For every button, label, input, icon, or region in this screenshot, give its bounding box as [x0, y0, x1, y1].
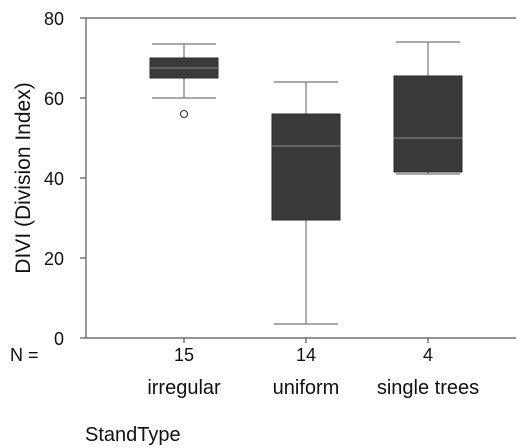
y-tick-label: 60 — [44, 89, 64, 109]
n-label: N = — [10, 345, 39, 365]
y-tick-label: 20 — [44, 249, 64, 269]
box-group-irregular — [149, 43, 219, 119]
category-label: irregular — [147, 377, 221, 399]
n-count: 15 — [174, 345, 194, 365]
box-group-uniform — [271, 81, 341, 325]
boxes — [149, 41, 463, 325]
x-labels: 15 irregular 14 uniform 4 single trees — [147, 338, 479, 399]
y-ticks: 0 20 40 60 80 — [44, 9, 86, 349]
outlier-point — [179, 109, 189, 119]
y-tick-label: 40 — [44, 169, 64, 189]
y-tick-label: 0 — [54, 329, 64, 349]
iqr-box — [393, 75, 463, 173]
category-label: single trees — [377, 377, 479, 399]
n-count: 4 — [423, 345, 433, 365]
x-axis-label: StandType — [85, 424, 181, 446]
category-label: uniform — [273, 377, 340, 399]
n-count: 14 — [296, 345, 316, 365]
y-tick-label: 80 — [44, 9, 64, 29]
box-group-single-trees — [393, 41, 463, 175]
iqr-box — [271, 113, 341, 221]
y-axis-label: DIVI (Division Index) — [12, 82, 35, 273]
